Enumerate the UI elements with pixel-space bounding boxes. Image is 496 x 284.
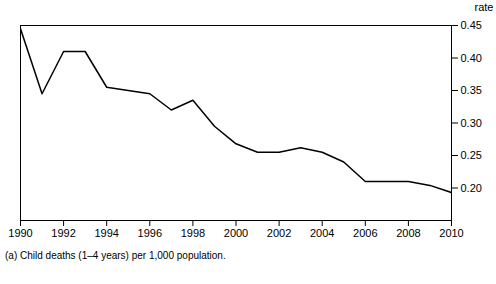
svg-text:0.25: 0.25 — [461, 149, 482, 161]
svg-text:2000: 2000 — [224, 227, 248, 239]
svg-text:0.30: 0.30 — [461, 117, 482, 129]
svg-text:0.45: 0.45 — [461, 19, 482, 31]
svg-text:1994: 1994 — [94, 227, 118, 239]
svg-text:0.40: 0.40 — [461, 52, 482, 64]
svg-text:0.20: 0.20 — [461, 182, 482, 194]
svg-text:2006: 2006 — [353, 227, 377, 239]
svg-text:1992: 1992 — [51, 227, 75, 239]
svg-text:0.35: 0.35 — [461, 84, 482, 96]
svg-text:1998: 1998 — [181, 227, 205, 239]
svg-text:1990: 1990 — [8, 227, 32, 239]
svg-text:rate: rate — [475, 1, 494, 13]
svg-text:2008: 2008 — [396, 227, 420, 239]
svg-text:2002: 2002 — [267, 227, 291, 239]
svg-text:1996: 1996 — [138, 227, 162, 239]
svg-text:2004: 2004 — [310, 227, 334, 239]
html-text:(a) Child deaths (1–4 years) p: (a) Child deaths (1–4 years) per 1,000 p… — [5, 250, 226, 261]
svg-text:2010: 2010 — [439, 227, 463, 239]
